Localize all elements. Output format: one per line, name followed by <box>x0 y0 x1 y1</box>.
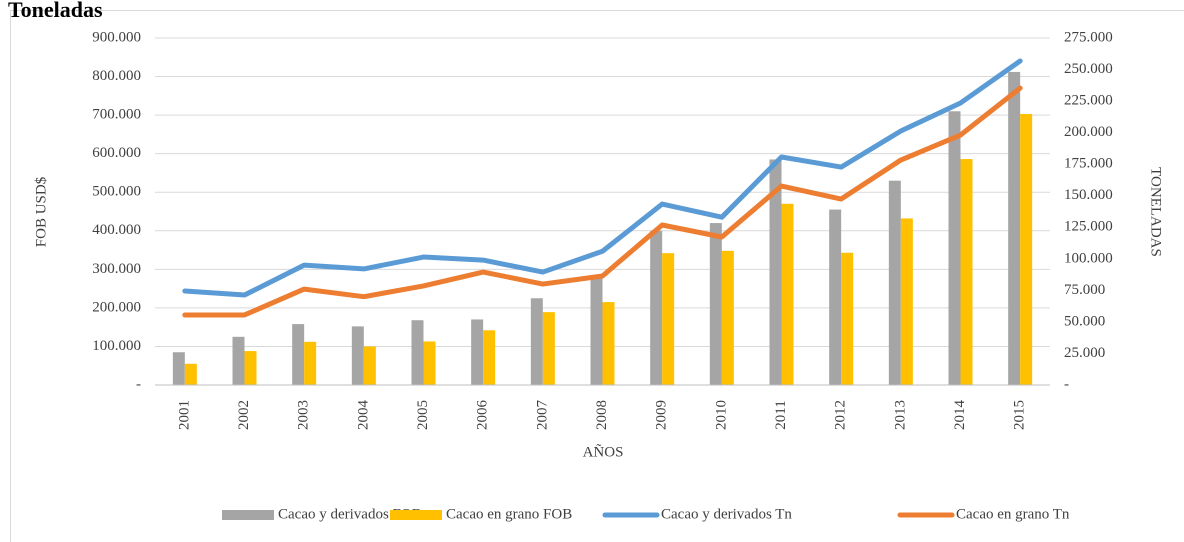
x-tick-label: 2004 <box>355 400 371 431</box>
bar <box>172 352 185 385</box>
bar <box>411 320 424 385</box>
line <box>182 85 1023 318</box>
legend-label: Cacao y derivados FOB <box>278 506 422 522</box>
bar <box>781 203 794 385</box>
y-tick-label: 600.000 <box>92 145 141 161</box>
bar <box>960 159 973 385</box>
legend-swatch <box>390 510 442 520</box>
x-tick-label: 2002 <box>236 400 252 430</box>
bar <box>590 275 603 385</box>
bar <box>948 111 961 385</box>
legend-label: Cacao en grano FOB <box>446 506 572 522</box>
y2-tick-label: 100.000 <box>1064 250 1113 266</box>
y-tick-label: - <box>136 376 141 392</box>
bar <box>769 159 782 385</box>
legend-swatch <box>222 510 274 520</box>
legend-label: Cacao en grano Tn <box>956 506 1070 522</box>
x-tick-label: 2007 <box>534 400 550 431</box>
y-tick-label: 500.000 <box>92 184 141 200</box>
y2-tick-label: 200.000 <box>1064 124 1113 140</box>
y2-tick-label: 275.000 <box>1064 29 1113 45</box>
bar <box>351 326 364 385</box>
bar <box>900 218 913 385</box>
bar <box>662 253 675 385</box>
y2-tick-label: 150.000 <box>1064 187 1113 203</box>
bar <box>423 341 436 385</box>
y-tick-label: 300.000 <box>92 261 141 277</box>
y-tick-label: 700.000 <box>92 107 141 123</box>
bar <box>542 312 555 385</box>
x-tick-label: 2013 <box>892 400 908 430</box>
bar <box>244 351 257 385</box>
bar <box>709 223 722 385</box>
y-tick-label: 900.000 <box>92 29 141 45</box>
y-tick-label: 100.000 <box>92 338 141 354</box>
bar <box>602 302 615 385</box>
x-tick-label: 2006 <box>475 399 491 430</box>
x-tick-label: 2014 <box>952 400 968 431</box>
y2-tick-label: 75.000 <box>1064 282 1105 298</box>
y2-tick-label: 250.000 <box>1064 61 1113 77</box>
y2-axis-title: TONELADAS <box>1148 167 1164 257</box>
x-tick-label: 2005 <box>415 400 431 430</box>
x-tick-label: 2012 <box>833 400 849 430</box>
y-tick-label: 800.000 <box>92 68 141 84</box>
x-tick-label: 2015 <box>1012 400 1028 430</box>
y-tick-label: 200.000 <box>92 299 141 315</box>
bar <box>841 252 854 385</box>
bar <box>530 298 543 385</box>
bar <box>304 341 317 385</box>
y2-tick-label: 125.000 <box>1064 219 1113 235</box>
y-axis-title: FOB USD$ <box>33 176 49 247</box>
bar <box>1020 113 1033 386</box>
x-tick-label: 2009 <box>654 400 670 430</box>
y2-tick-label: 25.000 <box>1064 345 1105 361</box>
bar <box>829 209 842 385</box>
x-tick-label: 2011 <box>773 400 789 429</box>
bar <box>483 330 496 385</box>
bar <box>363 346 376 385</box>
bar <box>650 230 663 385</box>
bar <box>888 180 901 385</box>
legend-label: Cacao y derivados Tn <box>661 506 792 522</box>
y2-tick-label: 50.000 <box>1064 313 1105 329</box>
bar <box>184 363 197 385</box>
bar <box>721 250 734 385</box>
bar <box>1008 71 1021 385</box>
y2-tick-label: 175.000 <box>1064 156 1113 172</box>
x-axis-title: AÑOS <box>583 444 624 460</box>
y2-tick-label: 225.000 <box>1064 93 1113 109</box>
x-tick-label: 2008 <box>594 400 610 430</box>
line <box>182 58 1023 298</box>
chart-title: Toneladas <box>8 0 103 22</box>
x-tick-label: 2010 <box>713 400 729 430</box>
x-tick-label: 2003 <box>296 400 312 430</box>
bar <box>471 319 484 385</box>
bar <box>292 324 305 385</box>
y-tick-label: 400.000 <box>92 222 141 238</box>
bar <box>232 336 245 385</box>
y2-tick-label: - <box>1064 376 1069 392</box>
x-tick-label: 2001 <box>176 400 192 430</box>
